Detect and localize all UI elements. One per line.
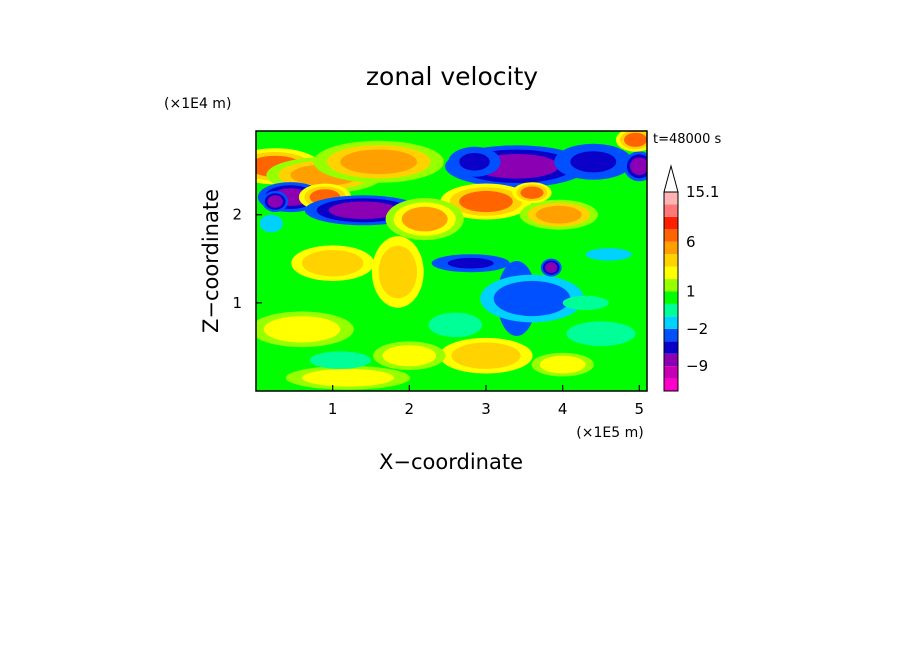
chart-title: zonal velocity	[366, 62, 538, 91]
contour-blob	[302, 369, 394, 387]
y-unit-label: (×1E4 m)	[164, 96, 231, 112]
contour-blob	[263, 316, 341, 343]
colorbar-swatch	[664, 353, 678, 367]
y-tick-label: 1	[232, 294, 242, 312]
contour-blob	[630, 157, 647, 176]
x-axis-title: X−coordinate	[379, 450, 523, 474]
y-tick-label: 2	[232, 206, 242, 224]
heatmap-field	[255, 130, 648, 392]
colorbar-swatch	[664, 291, 678, 304]
colorbar-swatch	[664, 241, 678, 255]
contour-blob	[585, 248, 632, 261]
colorbar-tick-label: −9	[686, 357, 708, 375]
y-axis-ticks: 12	[232, 206, 262, 312]
colorbar-extend-arrow	[663, 164, 679, 193]
y-axis-title: Z−coordinate	[199, 189, 223, 333]
contour-blob	[562, 295, 609, 310]
colorbar-swatch	[664, 378, 678, 391]
plot-frame	[255, 130, 648, 392]
colorbar-swatch	[664, 192, 678, 205]
contour-blob	[570, 151, 617, 173]
colorbar-swatch	[664, 229, 678, 242]
colorbar-swatch	[664, 341, 678, 354]
x-tick-label: 2	[405, 400, 415, 418]
colorbar-tick-label: 6	[686, 233, 696, 251]
x-tick-label: 1	[328, 400, 338, 418]
contour-blob	[539, 355, 586, 374]
colorbar-swatch	[664, 366, 678, 379]
contour-blob	[624, 132, 647, 147]
colorbar-swatch	[664, 316, 678, 329]
contour-blob	[428, 312, 483, 338]
colorbar-tick-label: 1	[686, 283, 696, 301]
colorbar-swatch	[664, 266, 678, 280]
contour-blob	[382, 345, 437, 367]
contour-blob	[447, 257, 494, 269]
contour-blob	[535, 205, 582, 224]
colorbar: 15.1 6 1 −2 −9	[663, 164, 719, 392]
colorbar-tick-label: 15.1	[686, 183, 719, 201]
colorbar-swatch	[664, 216, 678, 230]
contour-blob	[459, 190, 513, 213]
contour-blob	[340, 149, 418, 175]
contour-blob	[459, 153, 490, 171]
contour-blob	[545, 262, 558, 273]
colorbar-swatch	[664, 279, 678, 292]
contour-blob	[378, 245, 417, 299]
contour-blob	[286, 228, 333, 246]
contour-blob	[309, 351, 371, 370]
contour-blob	[259, 214, 283, 233]
x-axis-ticks: 1 2 3 4 5	[328, 385, 644, 418]
x-tick-label: 4	[558, 400, 568, 418]
x-tick-label: 3	[481, 400, 491, 418]
contour-blob	[302, 250, 364, 277]
colorbar-tick-label: −2	[686, 320, 708, 338]
contour-blob	[520, 186, 544, 199]
contour-blob	[493, 280, 571, 317]
time-label: t=48000 s	[653, 132, 721, 147]
colorbar-swatch	[664, 254, 678, 267]
contour-blob	[328, 201, 398, 220]
contour-blob	[451, 342, 521, 369]
colorbar-swatch	[664, 328, 678, 342]
colorbar-frame	[663, 191, 679, 392]
colorbar-swatch	[664, 303, 678, 317]
contour-blob	[267, 195, 283, 208]
contour-blob	[401, 206, 448, 232]
contour-blob	[566, 321, 636, 347]
colorbar-swatch	[664, 204, 678, 217]
x-tick-label: 5	[635, 400, 645, 418]
velocity-contours	[256, 131, 647, 390]
x-unit-label: (×1E5 m)	[576, 425, 643, 441]
